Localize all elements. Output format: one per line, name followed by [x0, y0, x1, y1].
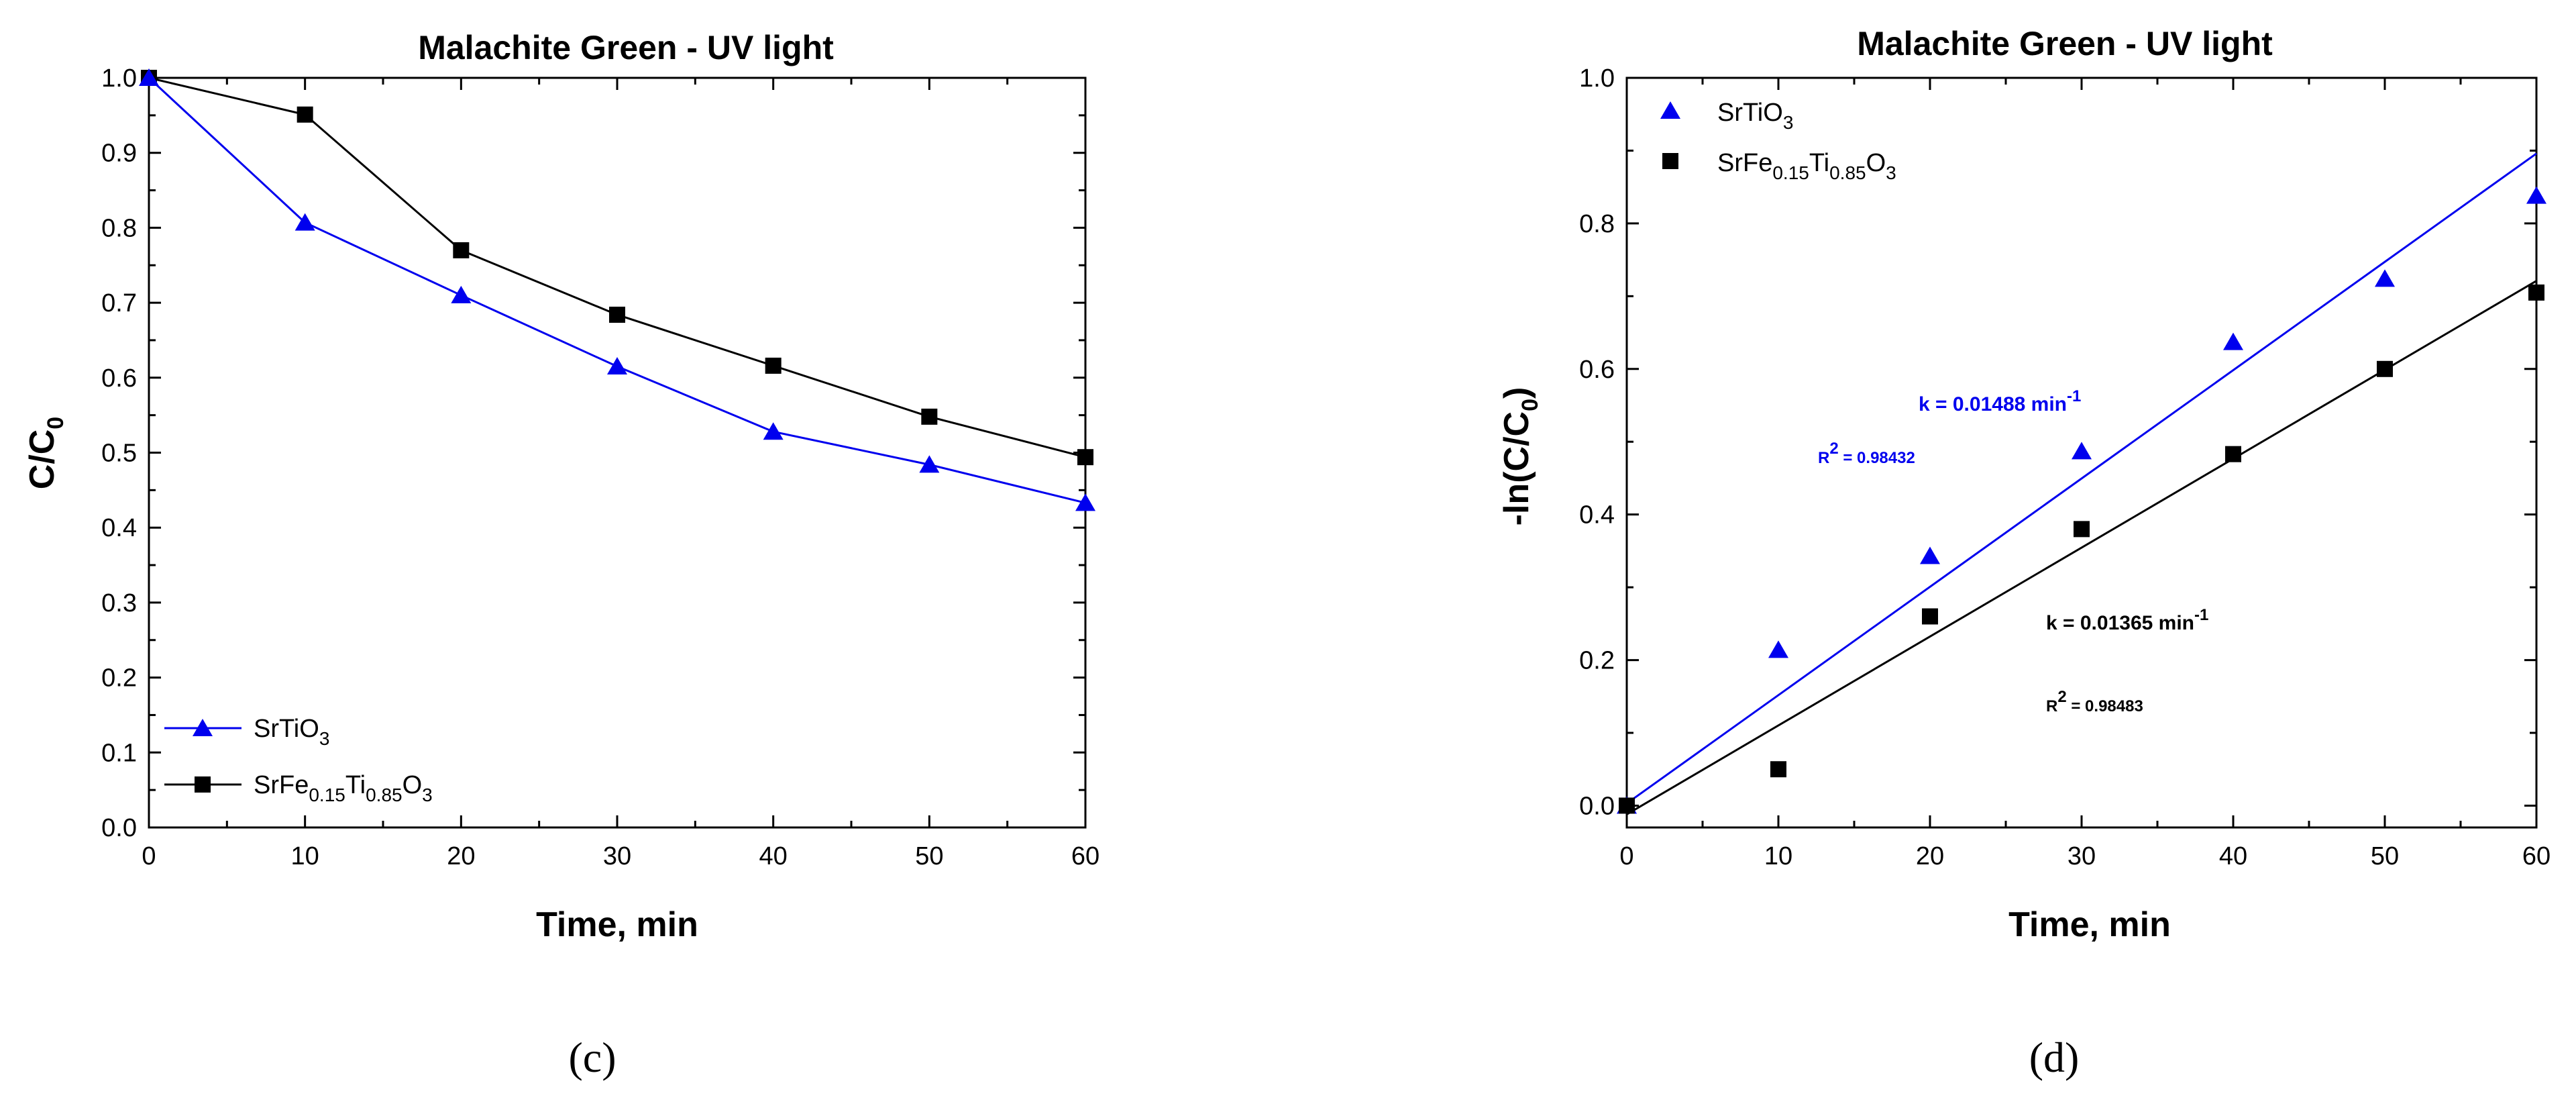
chart-d-fit-line-square — [1626, 280, 2537, 815]
chart-c-y-ticks: 0.0 0.1 0.2 0.3 0.4 0.5 0.6 0.7 0.8 0.9 1.0 — [101, 64, 1085, 842]
chart-c-series — [139, 68, 1095, 511]
chart-d-k-annotation-square: k = 0.01365 min-1 — [2046, 606, 2208, 634]
chart-d-point-square — [2377, 360, 2393, 377]
chart-d-ylabel-sub: 0 — [1517, 399, 1543, 411]
chart-c-ytick-label: 0.7 — [101, 289, 137, 317]
chart-c-title: Malachite Green - UV light — [418, 29, 834, 66]
panel-label-c: (c) — [568, 1033, 616, 1081]
chart-c-ytick-label: 0.1 — [101, 739, 137, 767]
chart-d-series — [1617, 186, 2546, 814]
chart-c-xtick-label: 50 — [915, 842, 943, 870]
chart-d-legend: SrTiO3 SrFe0.15Ti0.85O3 — [1660, 99, 1896, 183]
chart-d-point-triangle — [1920, 546, 1940, 564]
panel-label-d: (d) — [2029, 1033, 2080, 1081]
chart-d-x-ticks: 0 10 20 30 40 50 60 — [1619, 78, 2551, 870]
chart-d-ytick-label: 0.4 — [1579, 501, 1615, 529]
chart-c-legend: SrTiO3 SrFe0.15Ti0.85O3 — [164, 715, 433, 805]
chart-c-legend-label-triangle: SrTiO3 — [254, 715, 329, 749]
chart-d-xtick-label: 50 — [2371, 842, 2399, 870]
chart-c-y-axis-label: C/C0 — [23, 417, 68, 489]
chart-c-ytick-label: 0.6 — [101, 364, 137, 393]
chart-d-point-triangle — [2072, 442, 2092, 460]
chart-d-legend-label-triangle: SrTiO3 — [1717, 99, 1793, 133]
chart-c-point-triangle — [607, 357, 627, 375]
chart-d-xtick-label: 20 — [1916, 842, 1944, 870]
chart-d-ytick-label: 0.6 — [1579, 356, 1615, 384]
chart-c-point-square — [921, 408, 938, 425]
chart-d-point-triangle — [1768, 640, 1788, 658]
chart-d-ylabel-main: -ln(C/C — [1497, 411, 1536, 525]
chart-c-point-square — [297, 106, 313, 123]
chart-c: Malachite Green - UV light 0.00.10.20.30… — [23, 29, 1099, 1081]
chart-d-k-annotation-triangle: k = 0.01488 min-1 — [1919, 387, 2081, 415]
chart-d-y-ticks: 0.0 0.2 0.4 0.6 0.8 1.0 — [1579, 64, 2536, 820]
chart-d-legend-label-square: SrFe0.15Ti0.85O3 — [1717, 149, 1896, 183]
chart-c-ytick-label: 0.4 — [101, 514, 137, 542]
chart-c-xtick-label: 60 — [1071, 842, 1099, 870]
chart-d-ytick-label: 0.8 — [1579, 210, 1615, 238]
chart-c-ytick-label: 1.0 — [101, 64, 137, 93]
chart-c-xtick-label: 40 — [759, 842, 788, 870]
chart-c-point-triangle — [294, 213, 315, 231]
chart-c-ytick-label: 0.9 — [101, 140, 137, 168]
chart-d-xtick-label: 60 — [2522, 842, 2551, 870]
chart-c-ytick-label: 0.3 — [101, 589, 137, 617]
chart-c-xtick-label: 20 — [447, 842, 475, 870]
chart-c-xtick-label: 0 — [142, 842, 156, 870]
chart-d-xtick-label: 0 — [1619, 842, 1633, 870]
chart-c-point-square — [1077, 449, 1093, 466]
chart-d-y-axis-label: -ln(C/C0) — [1497, 387, 1543, 526]
chart-d: Malachite Green - UV light 0.00.20.40.60… — [1497, 25, 2551, 1081]
chart-d-ytick-label: 0.0 — [1579, 792, 1615, 820]
chart-c-ytick-label: 0.2 — [101, 664, 137, 693]
chart-c-xtick-label: 30 — [603, 842, 631, 870]
chart-d-r2-annotation-triangle: R2 = 0.98432 — [1818, 440, 1915, 467]
chart-d-point-square — [2225, 446, 2241, 462]
chart-c-legend-label-square: SrFe0.15Ti0.85O3 — [254, 771, 433, 805]
chart-c-ylabel-main: C/C — [23, 430, 62, 490]
chart-d-ytick-label: 1.0 — [1579, 64, 1615, 93]
chart-c-point-square — [609, 306, 625, 323]
chart-d-legend-marker-square — [1662, 153, 1678, 169]
chart-d-xtick-label: 30 — [2068, 842, 2096, 870]
chart-c-ylabel-sub: 0 — [43, 417, 68, 430]
chart-c-point-triangle — [451, 285, 472, 303]
chart-c-legend-marker-square — [195, 776, 211, 793]
chart-c-point-square — [453, 242, 470, 258]
chart-d-fit-line-triangle — [1626, 152, 2537, 805]
chart-d-point-square — [1619, 797, 1635, 814]
chart-c-ytick-label: 0.8 — [101, 214, 137, 242]
chart-d-point-triangle — [2526, 186, 2546, 204]
chart-d-ytick-label: 0.2 — [1579, 647, 1615, 675]
chart-c-x-ticks: 0 10 20 30 40 50 60 — [142, 78, 1099, 870]
chart-d-point-triangle — [2223, 332, 2243, 350]
chart-d-title: Malachite Green - UV light — [1857, 25, 2273, 62]
chart-c-series-line-square — [148, 77, 1086, 458]
chart-c-point-triangle — [1075, 493, 1095, 511]
chart-d-ylabel-end: ) — [1497, 387, 1536, 399]
chart-d-x-axis-label: Time, min — [2008, 905, 2171, 944]
chart-d-point-square — [1770, 761, 1786, 778]
chart-d-legend-marker-triangle — [1660, 101, 1680, 119]
chart-c-xtick-label: 10 — [291, 842, 319, 870]
chart-c-ytick-label: 0.5 — [101, 440, 137, 468]
chart-d-point-triangle — [2375, 269, 2395, 287]
chart-d-point-square — [1922, 608, 1938, 625]
chart-c-point-square — [765, 357, 782, 374]
chart-c-point-triangle — [139, 68, 159, 86]
chart-c-point-triangle — [919, 455, 940, 473]
chart-c-x-axis-label: Time, min — [536, 905, 698, 944]
chart-c-ytick-label: 0.0 — [101, 814, 137, 842]
chart-c-series-line-triangle — [148, 77, 1086, 504]
chart-d-point-square — [2528, 284, 2544, 301]
chart-d-xtick-label: 10 — [1764, 842, 1792, 870]
chart-d-xtick-label: 40 — [2219, 842, 2247, 870]
chart-d-r2-annotation-square: R2 = 0.98483 — [2046, 688, 2143, 715]
chart-c-point-triangle — [763, 422, 784, 440]
chart-c-legend-marker-triangle — [193, 719, 213, 736]
chart-d-point-square — [2074, 521, 2090, 538]
chart-d-annotations: k = 0.01488 min-1R2 = 0.98432 k = 0.01365… — [1818, 387, 2208, 715]
